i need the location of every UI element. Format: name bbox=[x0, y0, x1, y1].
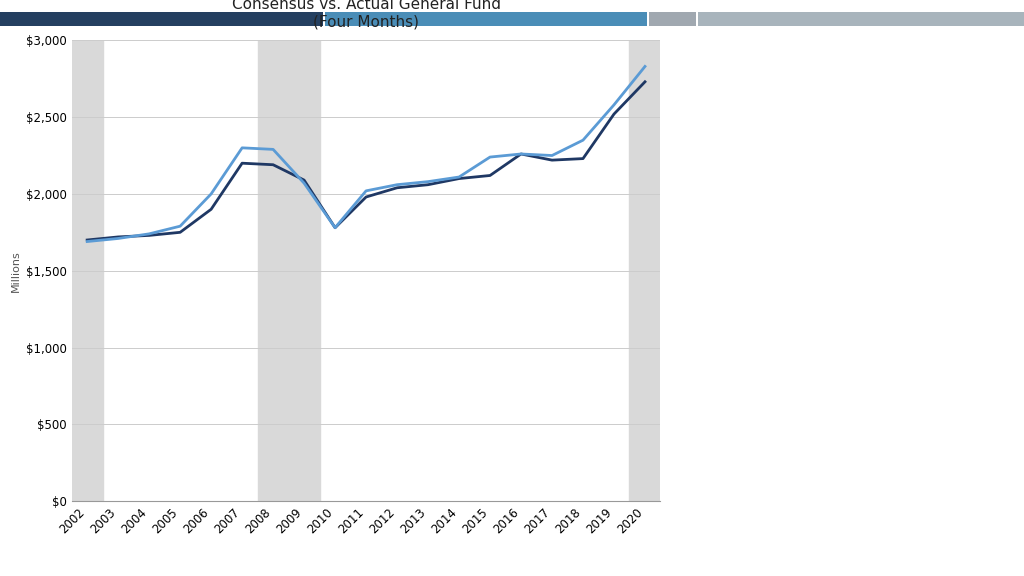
Actual (GF) bbox=[639, 63, 651, 70]
Line: Actual (GF): Actual (GF) bbox=[87, 66, 645, 241]
Text: GENERAL
FUND: GENERAL FUND bbox=[705, 97, 862, 158]
Title: Consensus vs. Actual General Fund
(Four Months): Consensus vs. Actual General Fund (Four … bbox=[231, 0, 501, 29]
FancyBboxPatch shape bbox=[325, 12, 647, 26]
Text: CONSENSUS
ESTIMATES VS.
ACTUALS –
FOUR MONTHS: CONSENSUS ESTIMATES VS. ACTUALS – FOUR M… bbox=[705, 246, 962, 376]
Actual (GF) bbox=[205, 191, 217, 198]
Final Consensus (GF) bbox=[453, 175, 465, 182]
Line: Final Consensus (GF): Final Consensus (GF) bbox=[87, 82, 645, 240]
Actual (GF) bbox=[453, 173, 465, 180]
Actual (GF) bbox=[422, 178, 434, 185]
Final Consensus (GF) bbox=[422, 181, 434, 188]
Final Consensus (GF) bbox=[639, 78, 651, 85]
Actual (GF) bbox=[81, 238, 93, 245]
Final Consensus (GF) bbox=[484, 172, 497, 179]
Actual (GF) bbox=[174, 223, 186, 230]
Final Consensus (GF) bbox=[112, 233, 124, 240]
Final Consensus (GF) bbox=[236, 160, 248, 166]
Actual (GF) bbox=[236, 145, 248, 151]
Actual (GF) bbox=[391, 181, 403, 188]
Bar bbox=[630, 40, 660, 501]
Actual (GF) bbox=[515, 150, 527, 157]
Final Consensus (GF) bbox=[81, 237, 93, 244]
Actual (GF) bbox=[298, 180, 310, 187]
Final Consensus (GF) bbox=[577, 155, 589, 162]
Final Consensus (GF) bbox=[267, 161, 280, 168]
Actual (GF) bbox=[484, 154, 497, 161]
Final Consensus (GF) bbox=[143, 232, 156, 239]
Final Consensus (GF) bbox=[391, 184, 403, 191]
Final Consensus (GF) bbox=[515, 150, 527, 157]
FancyBboxPatch shape bbox=[0, 12, 323, 26]
Actual (GF) bbox=[360, 187, 373, 194]
Bar bbox=[258, 40, 319, 501]
Final Consensus (GF) bbox=[174, 229, 186, 236]
Final Consensus (GF) bbox=[608, 111, 621, 118]
FancyBboxPatch shape bbox=[649, 12, 696, 26]
Actual (GF) bbox=[546, 152, 558, 159]
Actual (GF) bbox=[608, 101, 621, 108]
Actual (GF) bbox=[143, 230, 156, 237]
FancyBboxPatch shape bbox=[698, 12, 1024, 26]
Actual (GF) bbox=[112, 235, 124, 242]
Final Consensus (GF) bbox=[360, 194, 373, 200]
Final Consensus (GF) bbox=[329, 224, 341, 231]
Actual (GF) bbox=[267, 146, 280, 153]
Bar bbox=[72, 40, 102, 501]
Final Consensus (GF) bbox=[546, 157, 558, 164]
Y-axis label: Millions: Millions bbox=[10, 250, 20, 291]
Final Consensus (GF) bbox=[205, 206, 217, 213]
Actual (GF) bbox=[577, 137, 589, 143]
Actual (GF) bbox=[329, 224, 341, 231]
Final Consensus (GF) bbox=[298, 177, 310, 184]
